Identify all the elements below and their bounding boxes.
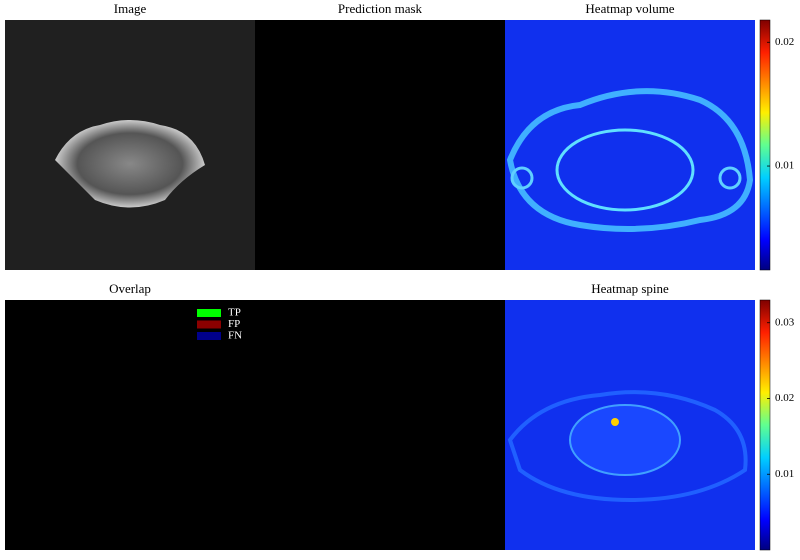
- colorbar-tick-label: 0.01: [775, 468, 794, 480]
- legend-label: TP: [228, 307, 241, 319]
- mri-slice: [55, 120, 205, 208]
- heatmap-panel: [505, 20, 755, 270]
- heatmap-hotspot: [611, 418, 619, 426]
- legend-swatch: [197, 309, 221, 317]
- heatmap-ring: [510, 166, 534, 190]
- mask-panel: [255, 20, 505, 270]
- legend-label: FN: [228, 330, 242, 342]
- legend-swatch: [197, 332, 221, 340]
- panel-title: Heatmap volume: [585, 1, 674, 16]
- panel-title: Prediction mask: [338, 1, 423, 16]
- colorbar: [759, 299, 771, 551]
- legend-label: FP: [228, 318, 240, 330]
- panel-title: Image: [114, 1, 147, 16]
- panel-title: Overlap: [109, 281, 151, 296]
- colorbar-tick-label: 0.01: [775, 160, 794, 172]
- heatmap-ring: [555, 128, 695, 212]
- legend-swatch: [197, 320, 221, 329]
- heatmap-ring: [507, 390, 748, 503]
- panel-title: Heatmap spine: [591, 281, 669, 296]
- colorbar-tick-label: 0.02: [775, 36, 794, 48]
- heatmap-ring: [569, 404, 681, 476]
- overlap-panel: [5, 300, 505, 550]
- colorbar: [759, 19, 771, 271]
- heatmap-ring: [718, 166, 742, 190]
- colorbar-tick-label: 0.02: [775, 392, 794, 404]
- colorbar-tick-label: 0.03: [775, 316, 795, 328]
- heatmap-ring: [506, 88, 754, 232]
